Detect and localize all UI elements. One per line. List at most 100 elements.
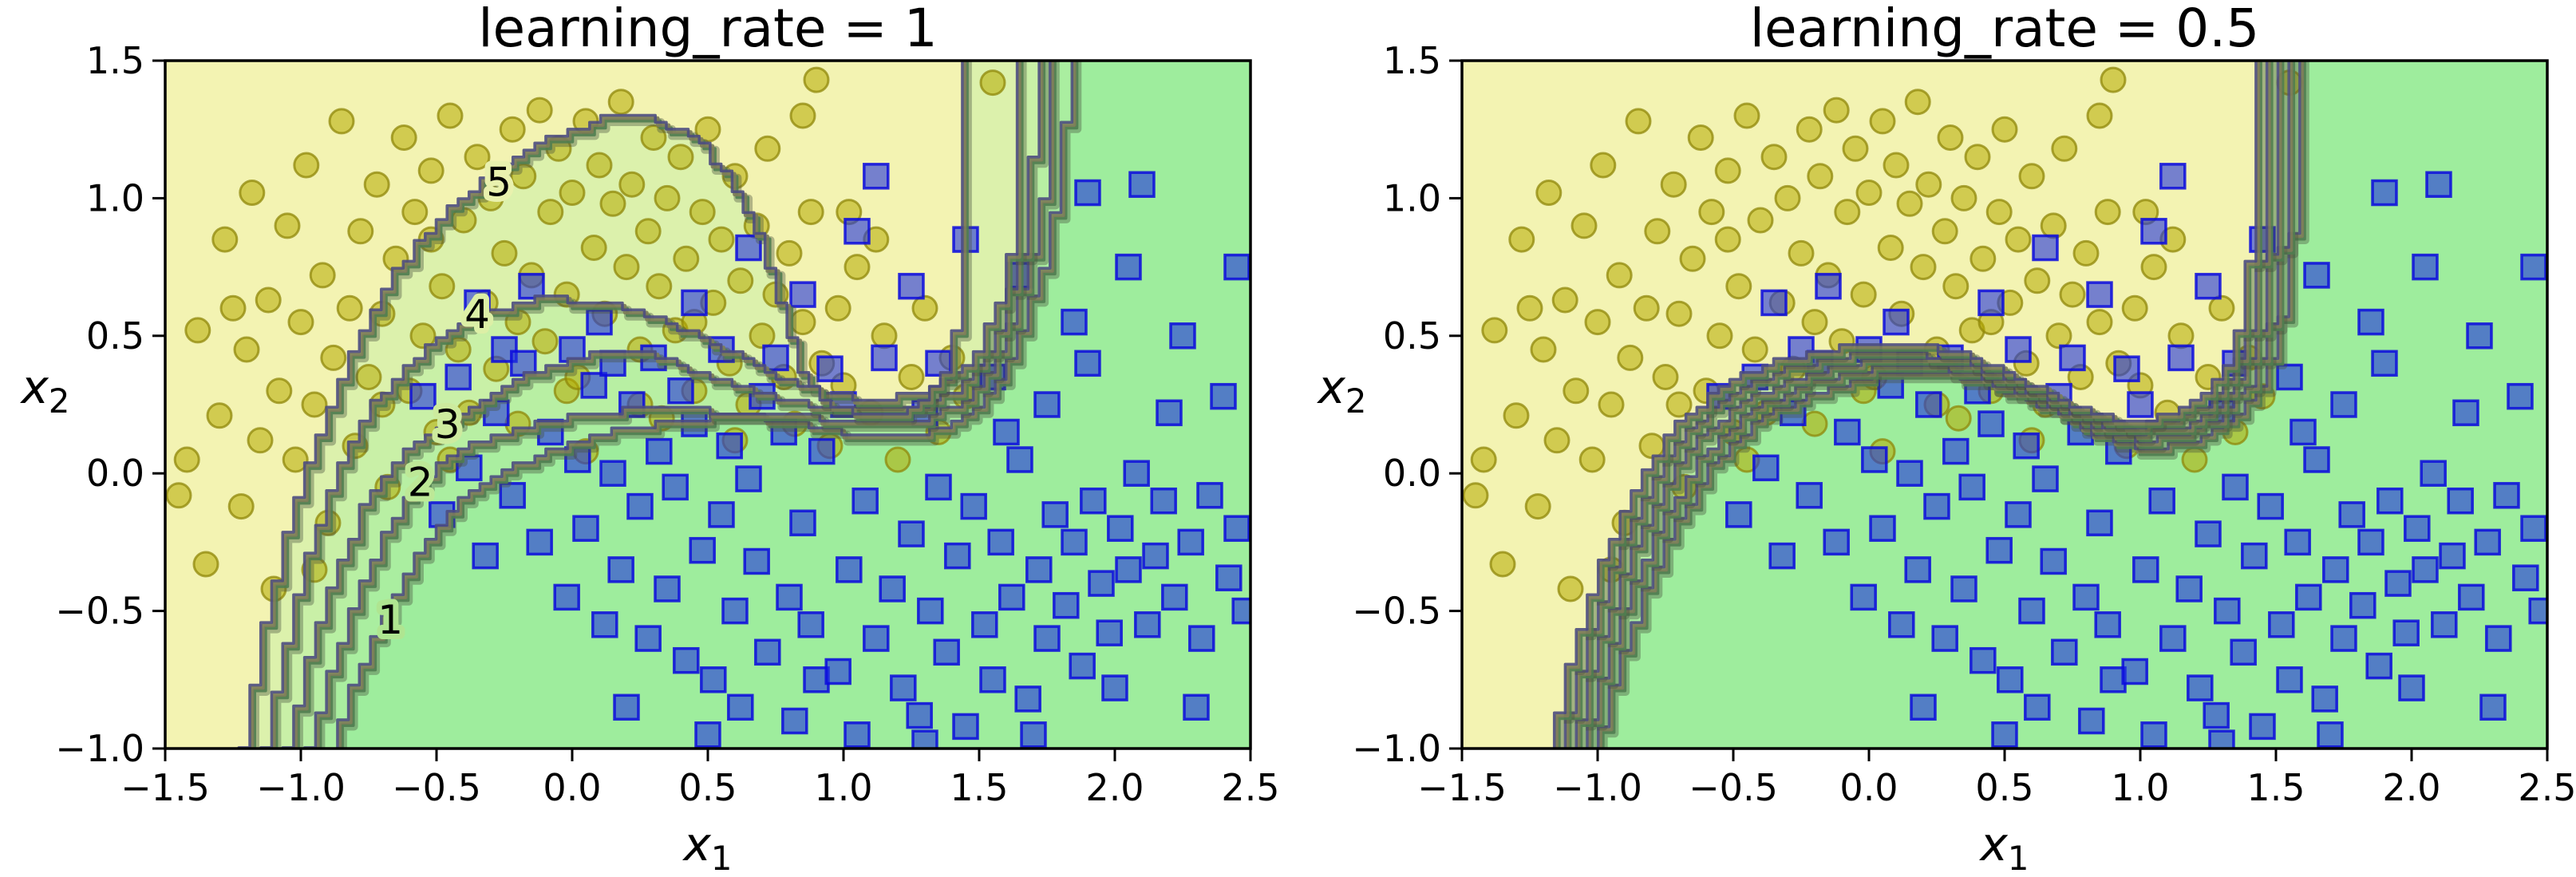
scatter-point-class1	[654, 575, 681, 602]
contour-label-4: 4	[464, 291, 490, 338]
scatter-point-class0	[1524, 493, 1551, 520]
scatter-point-class1	[1101, 674, 1128, 701]
scatter-point-class0	[355, 364, 382, 390]
decision-region-green-layer-1	[1600, 61, 2547, 749]
scatter-point-class1	[2371, 179, 2398, 207]
scatter-point-class1	[1915, 391, 1942, 418]
scatter-point-class1	[1033, 391, 1061, 418]
scatter-point-class0	[1991, 116, 2018, 143]
scatter-point-class0	[1665, 300, 1693, 327]
scatter-point-class0	[409, 322, 437, 350]
scatter-point-class0	[2167, 322, 2195, 350]
x-tick-label: 0.0	[1839, 766, 1898, 809]
scatter-point-class1	[564, 446, 591, 473]
scatter-point-class1	[1115, 253, 1142, 281]
scatter-point-class0	[1904, 89, 1931, 116]
x-tick-label: −0.5	[392, 766, 481, 809]
scatter-point-class1	[836, 556, 863, 583]
panel-title: learning_rate = 0.5	[1750, 0, 2260, 59]
scatter-point-class1	[1183, 693, 1210, 721]
scatter-point-class1	[1883, 308, 1910, 336]
scatter-point-class1	[1080, 487, 1107, 515]
scatter-point-class0	[1877, 235, 1904, 261]
boundary-line-tan-2	[316, 61, 1055, 749]
scatter-point-class1	[925, 473, 952, 501]
scatter-point-class1	[2203, 701, 2230, 729]
scatter-point-class1	[998, 583, 1025, 611]
y-tick-label: −0.5	[1352, 590, 1441, 633]
scatter-point-class0	[537, 199, 564, 226]
scatter-point-class1	[444, 363, 472, 391]
scatter-point-class1	[591, 611, 618, 638]
scatter-point-class1	[2086, 509, 2113, 537]
scatter-point-class1	[2148, 487, 2175, 515]
scatter-point-class1	[599, 460, 626, 487]
scatter-point-class1	[2024, 693, 2051, 721]
scatter-point-class0	[2024, 267, 2051, 294]
scatter-point-class1	[1942, 437, 1970, 465]
scatter-point-class0	[754, 135, 781, 162]
scatter-point-class0	[1598, 391, 1625, 418]
scatter-point-class1	[735, 465, 762, 492]
scatter-point-class0	[634, 218, 662, 245]
scatter-point-class1	[1923, 492, 1950, 520]
scatter-point-class0	[206, 402, 233, 429]
scatter-point-class0	[309, 262, 336, 289]
scatter-point-class1	[1977, 410, 2005, 437]
scatter-point-class0	[2121, 294, 2148, 322]
scatter-point-class1	[2121, 658, 2148, 685]
scatter-point-class0	[1855, 180, 1883, 206]
scatter-point-class1	[1006, 446, 1033, 473]
scatter-point-class0	[2072, 239, 2100, 267]
x-tick-label: −1.5	[1417, 766, 1507, 809]
scatter-point-class1	[993, 418, 1020, 446]
scatter-point-class0	[1481, 317, 1508, 344]
contour-label-3: 3	[435, 401, 460, 448]
scatter-point-class1	[2303, 262, 2330, 289]
scatter-point-class1	[2420, 460, 2447, 487]
scatter-point-class1	[2187, 674, 2214, 701]
scatter-point-class1	[2376, 487, 2404, 515]
scatter-point-class1	[1074, 350, 1101, 377]
scatter-point-class1	[906, 701, 933, 729]
scatter-point-class1	[2018, 597, 2045, 625]
scatter-point-class1	[1069, 652, 1096, 680]
scatter-point-class1	[2439, 542, 2466, 570]
scatter-point-class1	[409, 382, 437, 410]
scatter-point-class0	[1543, 427, 1570, 454]
scatter-point-class0	[192, 551, 219, 578]
scatter-point-class0	[1807, 163, 1834, 190]
scatter-point-class0	[1937, 124, 1964, 151]
scatter-point-class0	[266, 377, 293, 405]
scatter-point-class1	[1014, 685, 1041, 713]
scatter-point-class0	[1557, 575, 1584, 602]
scatter-point-class0	[1910, 254, 1937, 281]
decision-region-green-layer-2	[318, 61, 1250, 749]
scatter-point-class0	[898, 364, 925, 390]
scatter-point-class0	[1850, 281, 1877, 308]
scatter-point-class0	[1570, 212, 1598, 239]
boundary-line-green-4	[1568, 61, 2274, 749]
scatter-point-class1	[613, 693, 640, 721]
scatter-point-class1	[971, 611, 998, 638]
scatter-point-class0	[1638, 433, 1665, 460]
x-tick-label: −1.5	[121, 766, 210, 809]
scatter-point-class0	[694, 116, 721, 143]
scatter-point-class1	[816, 355, 844, 382]
scatter-point-class1	[572, 515, 599, 542]
scatter-point-class1	[1053, 591, 1080, 619]
scatter-point-class1	[1815, 272, 1842, 300]
scatter-point-class1	[1877, 372, 1904, 399]
scatter-point-class1	[1061, 528, 1088, 556]
scatter-point-class0	[1915, 171, 1942, 198]
scatter-point-class1	[2094, 611, 2121, 638]
contour-label-2: 2	[408, 460, 433, 506]
scatter-point-class1	[2257, 492, 2284, 520]
scatter-point-class1	[1904, 556, 1931, 583]
scatter-point-class0	[613, 254, 640, 281]
scatter-point-class0	[1551, 286, 1578, 314]
scatter-point-class0	[239, 180, 266, 206]
scatter-point-class1	[2072, 583, 2100, 611]
scatter-point-class1	[1033, 625, 1061, 652]
scatter-point-class1	[518, 272, 545, 300]
